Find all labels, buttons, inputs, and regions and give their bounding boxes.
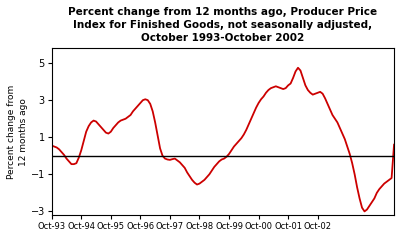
Title: Percent change from 12 months ago, Producer Price
Index for Finished Goods, not : Percent change from 12 months ago, Produ… — [68, 7, 377, 43]
Y-axis label: Percent change from
12 months ago: Percent change from 12 months ago — [7, 84, 28, 179]
